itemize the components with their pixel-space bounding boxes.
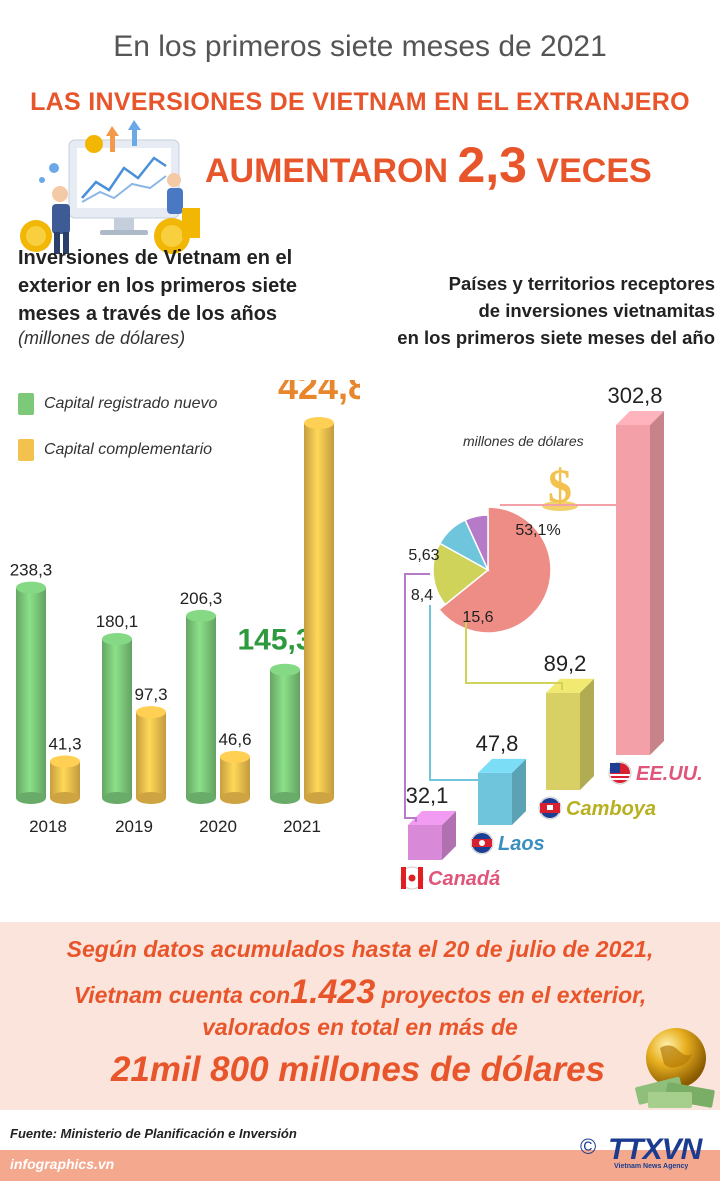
bar-2018-complementary [50, 755, 80, 804]
bar-2019-new [102, 633, 132, 804]
flag-icon-3 [608, 761, 632, 785]
ttxvn-logo-subtitle: Vietnam News Agency [614, 1163, 689, 1170]
country-value-1: 47,8 [476, 731, 519, 756]
summary-line2-suffix: proyectos en el exterior, [375, 982, 647, 1008]
pie-slice-3 [464, 514, 489, 571]
country-name-3: EE.UU. [636, 763, 703, 785]
country-value-2: 89,2 [544, 651, 587, 676]
country-bar-3 [616, 411, 664, 755]
bar-2021-complementary [304, 417, 334, 804]
country-name-0: Canadá [428, 868, 500, 890]
person-icon-2 [167, 173, 181, 187]
bar-2020-new [186, 609, 216, 804]
globe-money-icon [635, 1028, 715, 1108]
summary-total: 21mil 800 millones de dólares [110, 1050, 606, 1089]
right-title-line3: en los primeros siete meses del año [397, 327, 715, 348]
right-chart-title: Países y territorios receptores de inver… [360, 270, 715, 351]
footer-bar [0, 1150, 720, 1181]
summary-box [0, 922, 720, 1110]
summary-line2: Vietnam cuenta con1.423 proyectos en el … [0, 973, 720, 1012]
country-bar-2 [546, 678, 594, 790]
flag-icon-1 [470, 831, 494, 855]
bar-2019-complementary [136, 706, 166, 804]
legend-comp-label: Capital complementario [44, 441, 213, 458]
left-bar-chart: 238,3 41,3 2018 180,1 97,3 2019 206,3 46,6 2020 1… [10, 380, 360, 836]
right-title-line1: Países y territorios receptores [448, 273, 715, 294]
legend-new-capital: Capital registrado nuevo [18, 393, 217, 415]
right-title-line2: de inversiones vietnamitas [478, 300, 716, 321]
legend-swatch-yellow [18, 439, 34, 461]
country-value-0: 32,1 [406, 783, 449, 808]
year-label-2018: 2018 [29, 817, 67, 836]
pie-chart [432, 506, 552, 634]
country-value-3: 302,8 [607, 383, 662, 408]
legend-swatch-green [18, 393, 34, 415]
legend-complementary-capital: Capital complementario [18, 439, 212, 461]
flag-icon-0 [400, 866, 424, 890]
bar-2018-new [16, 581, 46, 804]
coin-icon [85, 135, 103, 153]
right-country-chart: millones de dólares$53,1%15,68,45,6332,1… [400, 383, 703, 890]
pie-label-2: 8,4 [411, 587, 433, 604]
connector-line-1 [465, 622, 563, 690]
summary-line1: Según datos acumulados hasta el 20 de ju… [66, 936, 654, 962]
connector-line-3 [404, 573, 430, 822]
pie-label-1: 15,6 [462, 609, 493, 626]
pie-slice-1 [432, 542, 490, 606]
year-label-2020: 2020 [199, 817, 237, 836]
summary-line2-prefix: Vietnam cuenta con [73, 982, 291, 1008]
right-unit-label: millones de dólares [463, 433, 584, 449]
bar-2021-new [270, 663, 300, 804]
left-chart-unit: (millones de dólares) [18, 328, 186, 348]
bar-2020-complementary [220, 750, 250, 804]
bar-label-2021-complementary: 424,8 [278, 380, 360, 407]
country-name-1: Laos [498, 833, 545, 855]
year-label-2019: 2019 [115, 817, 153, 836]
summary-line3: valorados en total en más de [202, 1014, 518, 1040]
country-name-2: Camboya [566, 798, 656, 820]
bar-label-2020-complementary: 46,6 [218, 730, 251, 749]
connector-line-0 [500, 504, 623, 512]
bar-label-2019-new: 180,1 [96, 612, 139, 631]
bar-label-2018-complementary: 41,3 [48, 735, 81, 754]
bar-label-2020-new: 206,3 [180, 589, 223, 608]
bar-label-2019-complementary: 97,3 [134, 685, 167, 704]
bar-label-2018-new: 238,3 [10, 561, 53, 580]
headline-number: 2,3 [457, 137, 527, 193]
pie-label-3: 5,63 [408, 547, 439, 564]
year-label-2021: 2021 [283, 817, 321, 836]
website-link[interactable]: infographics.vn [10, 1156, 115, 1172]
ttxvn-logo: TTXVN [608, 1133, 702, 1166]
headline-suffix: VECES [526, 152, 652, 190]
headline-prefix: AUMENTARON [205, 152, 458, 190]
headline-line1: LAS INVERSIONES DE VIETNAM EN EL EXTRANJ… [30, 88, 690, 116]
investment-illustration [20, 120, 200, 254]
headline-line2: AUMENTARON 2,3 VECES [205, 136, 652, 194]
bar-label-2021-new: 145,3 [237, 624, 312, 657]
page-subtitle: En los primeros siete meses de 2021 [113, 30, 607, 63]
legend-new-label: Capital registrado nuevo [44, 395, 218, 412]
copyright-icon: © [580, 1134, 597, 1159]
country-bar-0 [408, 811, 456, 860]
source-note: Fuente: Ministerio de Planificación e In… [10, 1126, 297, 1141]
left-chart-title: Inversiones de Vietnam en el exterior en… [18, 247, 298, 325]
flag-icon-2 [538, 796, 562, 820]
connector-line-2 [429, 605, 491, 790]
pie-label-0: 53,1% [515, 522, 560, 539]
country-bar-1 [478, 758, 526, 825]
summary-project-count: 1.423 [290, 973, 376, 1011]
person-icon [52, 186, 68, 202]
